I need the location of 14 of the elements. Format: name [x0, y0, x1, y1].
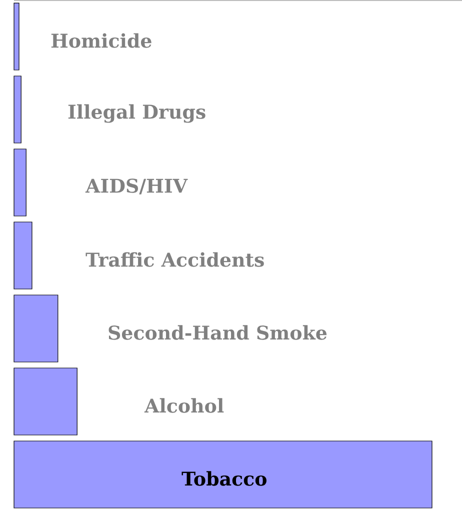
bar — [14, 2, 20, 70]
y-tick-label: Homicide — [51, 33, 152, 48]
bar — [14, 294, 58, 362]
bar — [14, 440, 432, 508]
y-tick-label: Illegal Drugs — [68, 104, 206, 123]
y-tick-label: Traffic Accidents — [86, 252, 264, 267]
y-tick-label: Second-Hand Smoke — [108, 325, 326, 340]
y-tick-label: Tobacco — [182, 471, 266, 486]
bar — [14, 76, 22, 144]
bar — [14, 222, 32, 290]
y-tick-label: AIDS/HIV — [85, 178, 188, 194]
bar — [14, 148, 26, 216]
bar — [14, 368, 78, 436]
y-tick-label: Alcohol — [144, 398, 224, 413]
